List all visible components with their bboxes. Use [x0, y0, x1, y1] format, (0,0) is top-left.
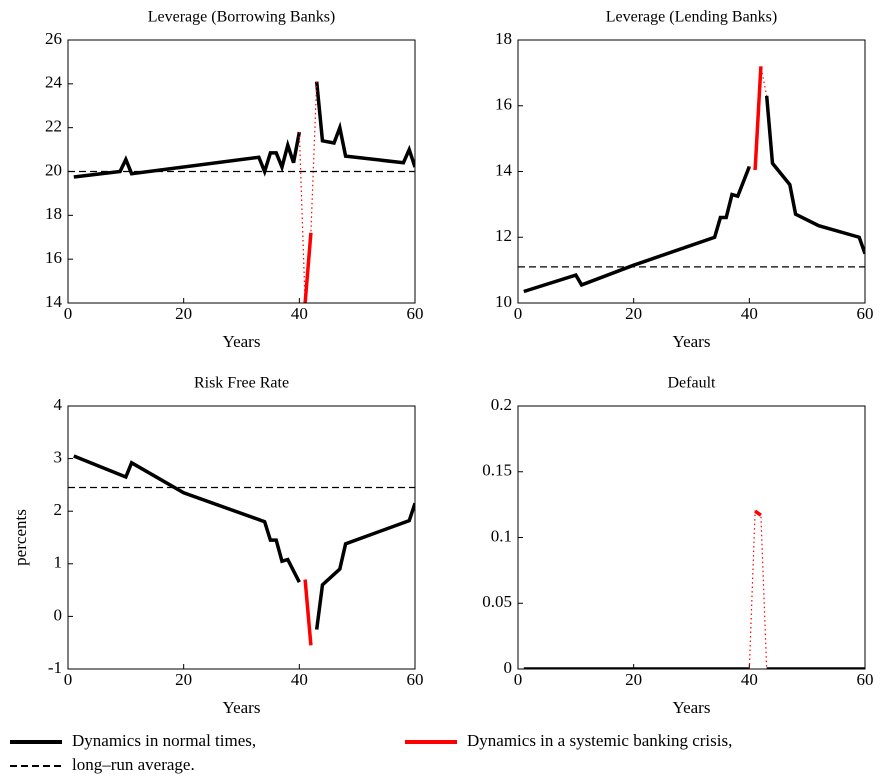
y-tick-label: 12: [495, 226, 512, 245]
x-tick-label: 60: [857, 304, 874, 323]
legend-label: long–run average.: [72, 755, 195, 774]
plot-area: [523, 509, 865, 669]
x-tick-label: 60: [407, 304, 424, 323]
x-tick-label: 0: [64, 670, 73, 689]
series-line: [523, 95, 865, 294]
y-tick-label: 16: [45, 248, 62, 267]
y-tick-label: 0: [504, 658, 513, 677]
y-tick-label: 0.05: [482, 592, 512, 611]
y-tick-label: 3: [54, 448, 63, 467]
x-tick-label: 60: [407, 670, 424, 689]
series-line: [73, 81, 415, 179]
plot-area: [518, 66, 865, 294]
y-tick-label: 20: [45, 160, 62, 179]
axes-box: [67, 405, 416, 670]
y-tick-label: 14: [45, 292, 63, 311]
y-tick-label: 22: [45, 117, 62, 136]
y-tick-label: 18: [45, 204, 62, 223]
series-line: [303, 579, 313, 646]
y-tick-label: 18: [495, 29, 512, 48]
series-line: [754, 509, 762, 517]
axes-box: [517, 405, 866, 670]
chart-title: Leverage (Lending Banks): [606, 9, 777, 26]
series-line: [298, 81, 318, 303]
x-tick-label: 0: [514, 670, 523, 689]
x-tick-label: 20: [175, 304, 192, 323]
x-tick-label: 0: [514, 304, 523, 323]
series-line: [73, 454, 415, 630]
axes-box: [67, 39, 416, 304]
y-tick-label: 0: [54, 605, 63, 624]
x-axis-label: Years: [223, 332, 261, 351]
y-tick-label: 26: [45, 29, 62, 48]
y-tick-label: 4: [54, 395, 63, 414]
y-tick-label: 2: [54, 500, 63, 519]
plot-area: [68, 81, 415, 303]
x-tick-label: 40: [741, 670, 758, 689]
x-tick-label: 20: [625, 670, 642, 689]
x-axis-label: Years: [673, 698, 711, 717]
x-tick-label: 20: [625, 304, 642, 323]
y-tick-label: 10: [495, 292, 512, 311]
x-axis-label: Years: [223, 698, 261, 717]
x-tick-label: 0: [64, 304, 73, 323]
x-tick-label: 20: [175, 670, 192, 689]
y-tick-label: 24: [45, 73, 63, 92]
y-tick-label: 0.2: [491, 395, 512, 414]
chart-title: Default: [668, 375, 717, 392]
x-axis-label: Years: [673, 332, 711, 351]
plot-area: [68, 454, 415, 646]
chart-title: Leverage (Borrowing Banks): [148, 9, 336, 26]
y-tick-label: 14: [495, 160, 513, 179]
legend-label: Dynamics in a systemic banking crisis,: [467, 731, 732, 750]
y-tick-label: -1: [48, 658, 62, 677]
series-line: [749, 66, 768, 171]
chart-title: Risk Free Rate: [194, 375, 289, 392]
x-tick-label: 40: [291, 670, 308, 689]
axes-box: [517, 39, 866, 304]
x-tick-label: 40: [741, 304, 758, 323]
legend-label: Dynamics in normal times,: [72, 731, 256, 750]
y-tick-label: 0.15: [482, 461, 512, 480]
y-tick-label: 1: [54, 553, 63, 572]
x-tick-label: 40: [291, 304, 308, 323]
x-tick-label: 60: [857, 670, 874, 689]
y-tick-label: 16: [495, 95, 512, 114]
series-line: [748, 510, 768, 669]
y-axis-label: percents: [11, 509, 30, 566]
y-tick-label: 0.1: [491, 526, 512, 545]
